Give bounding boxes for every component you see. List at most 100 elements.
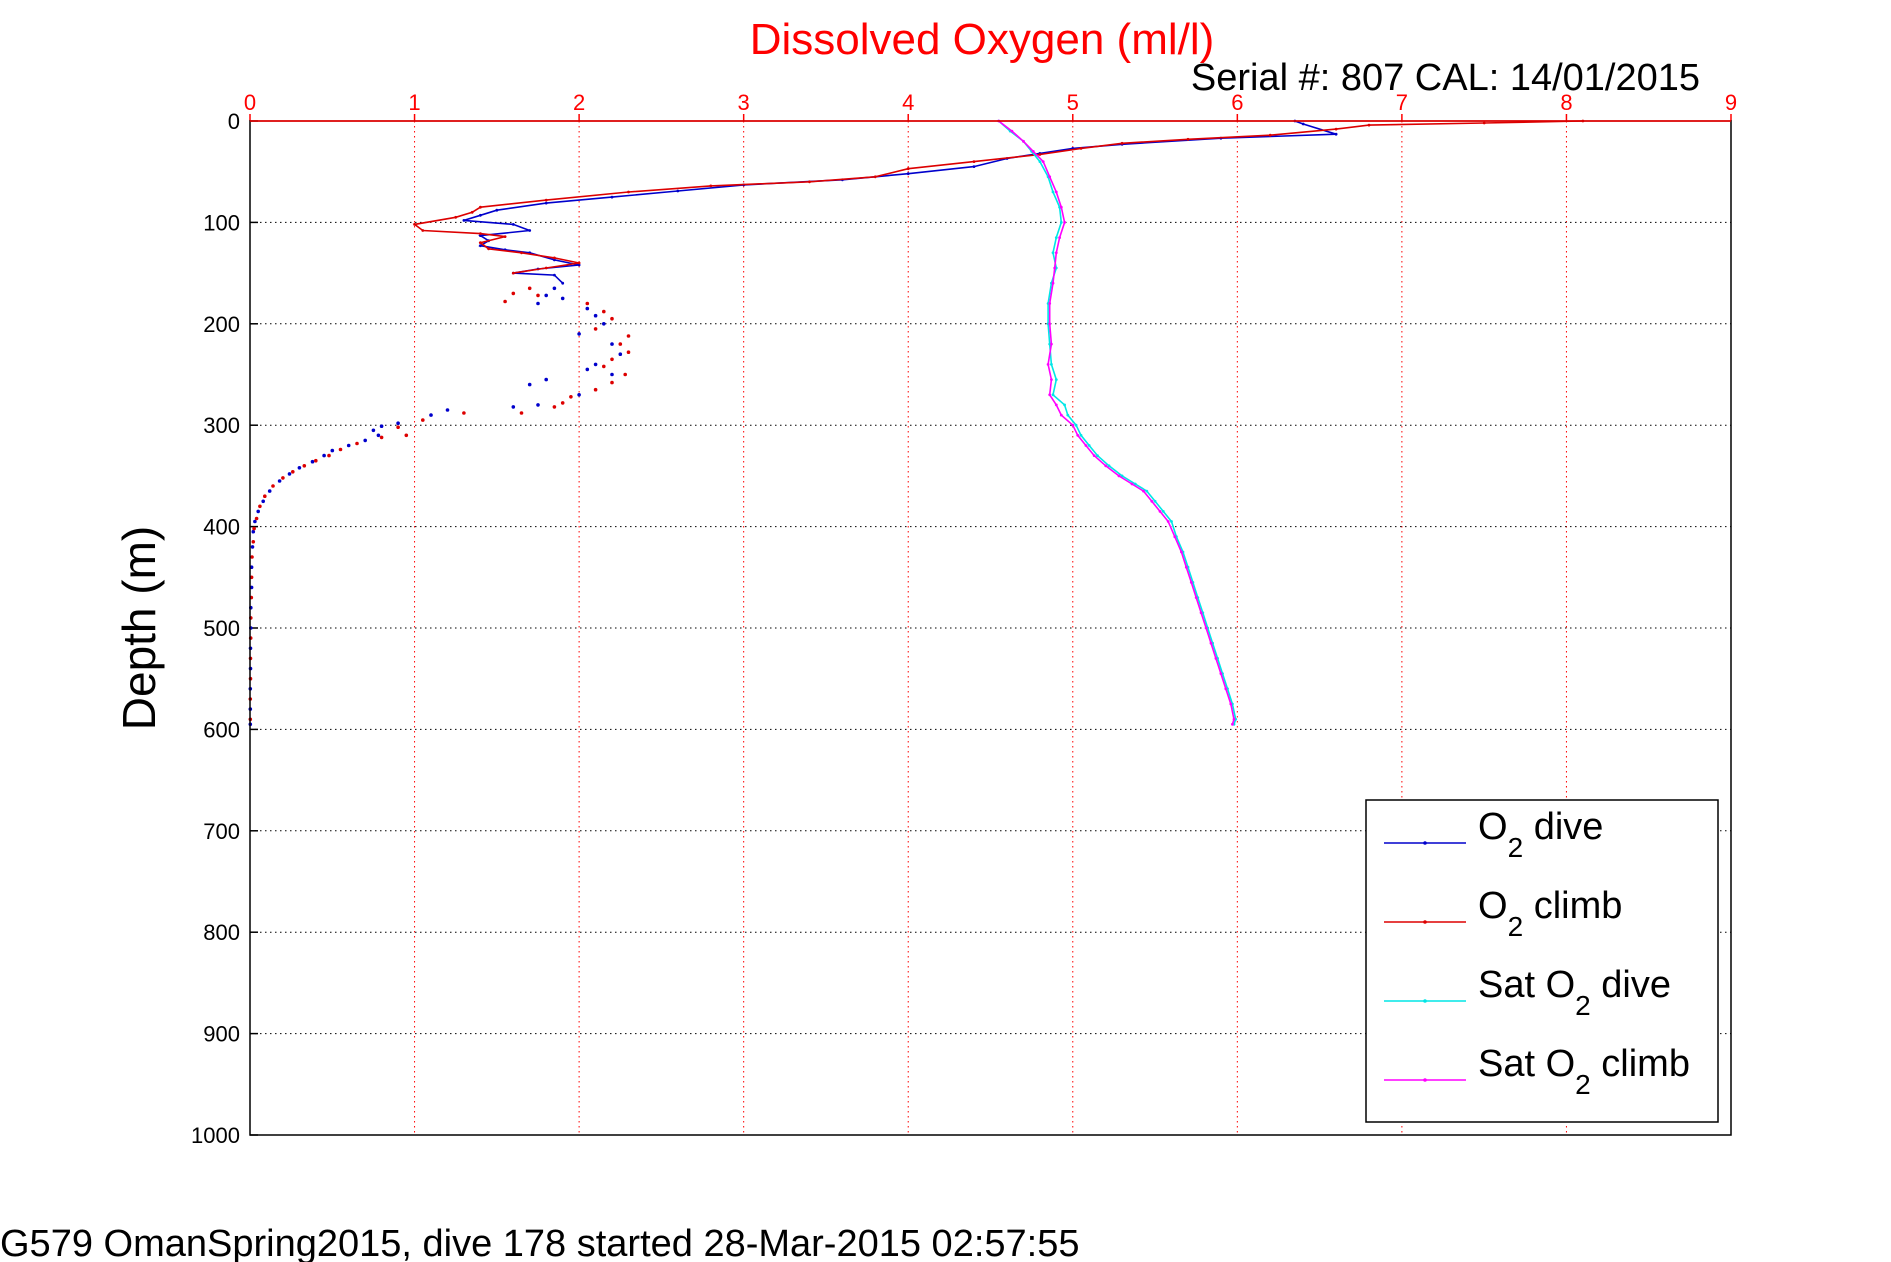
data-point-o2-climb-17 bbox=[470, 210, 474, 214]
data-point-o2-dive-30 bbox=[561, 281, 565, 285]
data-point-o2-dive-scatter-34 bbox=[256, 509, 261, 514]
data-point-o2-dive-scatter-19 bbox=[429, 413, 433, 417]
data-point-sat-o2-climb-30 bbox=[1158, 510, 1162, 513]
data-point-o2-climb-scatter-27 bbox=[327, 453, 331, 458]
data-point-sat-o2-dive-8 bbox=[1059, 221, 1063, 224]
data-point-o2-climb-5 bbox=[1186, 137, 1190, 141]
data-point-sat-o2-climb-44 bbox=[1232, 717, 1236, 721]
data-point-sat-o2-dive-6 bbox=[1051, 190, 1055, 194]
data-point-o2-climb-scatter-11 bbox=[610, 357, 614, 362]
data-point-o2-climb-scatter-9 bbox=[618, 342, 623, 346]
data-point-o2-climb-27 bbox=[577, 261, 581, 265]
data-point-o2-dive-scatter-31 bbox=[277, 479, 282, 483]
data-point-o2-dive-16 bbox=[479, 213, 482, 217]
data-point-o2-dive-scatter-8 bbox=[610, 342, 614, 346]
legend: O2 dive O2 climb Sat O2 dive Sat O2 climb bbox=[1365, 799, 1719, 1123]
data-point-sat-o2-dive-9 bbox=[1054, 236, 1058, 240]
legend-label-2: Sat O2 dive bbox=[1478, 964, 1671, 1021]
data-point-o2-climb-scatter-5 bbox=[602, 309, 606, 314]
data-point-sat-o2-climb-22 bbox=[1076, 433, 1080, 437]
data-point-sat-o2-climb-4 bbox=[1041, 160, 1045, 164]
footer-caption: G579 OmanSpring2015, dive 178 started 28… bbox=[0, 1223, 1079, 1262]
data-point-o2-climb-scatter-6 bbox=[610, 316, 614, 321]
data-point-o2-dive-scatter-11 bbox=[585, 367, 590, 372]
data-point-o2-climb-8 bbox=[1038, 153, 1042, 156]
data-point-o2-climb-scatter-18 bbox=[552, 405, 557, 409]
data-point-o2-dive-scatter-1 bbox=[544, 293, 548, 298]
x-tick-label-6: 6 bbox=[1231, 90, 1243, 115]
data-point-o2-climb-scatter-36 bbox=[252, 526, 256, 531]
y-tick-label-800: 800 bbox=[203, 920, 240, 945]
data-point-o2-climb-scatter-13 bbox=[623, 372, 627, 377]
data-point-o2-dive-scatter-2 bbox=[536, 301, 540, 306]
data-point-o2-dive-scatter-25 bbox=[346, 443, 351, 448]
data-point-sat-o2-climb-2 bbox=[1022, 139, 1025, 143]
data-point-o2-climb-19 bbox=[413, 223, 416, 226]
data-point-o2-climb-scatter-17 bbox=[560, 401, 565, 405]
data-point-o2-dive-scatter-28 bbox=[310, 459, 315, 464]
y-tick-label-500: 500 bbox=[203, 616, 240, 641]
y-tick-label-600: 600 bbox=[203, 717, 240, 742]
data-point-o2-dive-scatter-3 bbox=[560, 296, 565, 301]
data-point-o2-climb-2 bbox=[1367, 123, 1371, 127]
legend-marker-2 bbox=[1423, 999, 1427, 1003]
data-point-sat-o2-climb-8 bbox=[1063, 221, 1066, 224]
data-point-sat-o2-climb-10 bbox=[1054, 251, 1058, 255]
data-point-sat-o2-dive-10 bbox=[1051, 251, 1055, 255]
data-point-sat-o2-climb-40 bbox=[1214, 657, 1218, 660]
series-o2-dive-scatter bbox=[248, 286, 623, 727]
data-point-o2-dive-19 bbox=[528, 229, 532, 232]
data-point-o2-climb-20 bbox=[421, 229, 425, 232]
data-point-o2-climb-scatter-3 bbox=[536, 293, 540, 298]
data-point-o2-climb-scatter-26 bbox=[338, 447, 343, 452]
data-point-o2-dive-scatter-13 bbox=[544, 377, 548, 382]
data-point-sat-o2-climb-39 bbox=[1209, 641, 1213, 645]
data-point-sat-o2-climb-14 bbox=[1048, 322, 1052, 326]
data-point-sat-o2-climb-7 bbox=[1059, 205, 1063, 209]
data-point-sat-o2-climb-36 bbox=[1194, 596, 1198, 599]
data-point-sat-o2-climb-15 bbox=[1050, 342, 1053, 346]
legend-label-3: Sat O2 climb bbox=[1478, 1043, 1690, 1100]
y-tick-label-100: 100 bbox=[203, 210, 240, 235]
legend-marker-1 bbox=[1423, 920, 1427, 924]
data-point-o2-dive-scatter-0 bbox=[552, 286, 557, 291]
data-point-o2-dive-scatter-14 bbox=[527, 382, 532, 387]
data-point-sat-o2-dive-20 bbox=[1066, 413, 1070, 417]
series-line-o2-climb bbox=[412, 120, 1583, 274]
data-point-sat-o2-climb-28 bbox=[1142, 489, 1145, 493]
data-point-o2-dive-14 bbox=[544, 201, 548, 205]
data-point-o2-climb-scatter-37 bbox=[251, 540, 256, 544]
data-point-sat-o2-climb-37 bbox=[1199, 611, 1203, 615]
data-point-sat-o2-climb-43 bbox=[1229, 702, 1233, 706]
x-tick-label-7: 7 bbox=[1396, 90, 1408, 115]
data-point-sat-o2-climb-1 bbox=[1010, 129, 1014, 133]
data-point-sat-o2-climb-35 bbox=[1189, 581, 1193, 584]
data-point-sat-o2-climb-33 bbox=[1180, 550, 1183, 554]
data-point-sat-o2-climb-29 bbox=[1150, 499, 1154, 503]
data-point-o2-climb-23 bbox=[479, 241, 482, 245]
data-point-sat-o2-climb-42 bbox=[1224, 687, 1228, 691]
data-point-o2-climb-12 bbox=[808, 180, 811, 184]
series-group bbox=[248, 119, 1585, 727]
data-point-o2-climb-21 bbox=[479, 232, 482, 236]
y-axis-label: Depth (m) bbox=[113, 526, 165, 730]
data-point-sat-o2-climb-19 bbox=[1054, 403, 1058, 407]
data-point-o2-climb-scatter-7 bbox=[593, 327, 598, 331]
data-point-o2-climb-scatter-8 bbox=[626, 334, 631, 338]
data-point-o2-dive-scatter-27 bbox=[322, 453, 326, 458]
data-point-o2-climb-scatter-15 bbox=[593, 387, 598, 392]
data-point-sat-o2-climb-31 bbox=[1166, 520, 1170, 523]
data-point-sat-o2-climb-18 bbox=[1048, 393, 1052, 397]
data-point-o2-dive-18 bbox=[511, 223, 515, 226]
data-point-o2-climb-scatter-38 bbox=[250, 555, 254, 559]
data-point-sat-o2-dive-28 bbox=[1145, 489, 1149, 493]
data-point-o2-climb-10 bbox=[906, 167, 910, 171]
data-point-sat-o2-climb-5 bbox=[1048, 175, 1052, 179]
y-tick-label-1000: 1000 bbox=[191, 1123, 240, 1148]
data-point-sat-o2-climb-9 bbox=[1058, 236, 1061, 240]
data-point-sat-o2-climb-25 bbox=[1104, 464, 1108, 468]
data-point-sat-o2-dive-17 bbox=[1054, 378, 1058, 381]
data-point-o2-dive-13 bbox=[610, 195, 614, 199]
data-point-sat-o2-climb-32 bbox=[1173, 535, 1177, 539]
